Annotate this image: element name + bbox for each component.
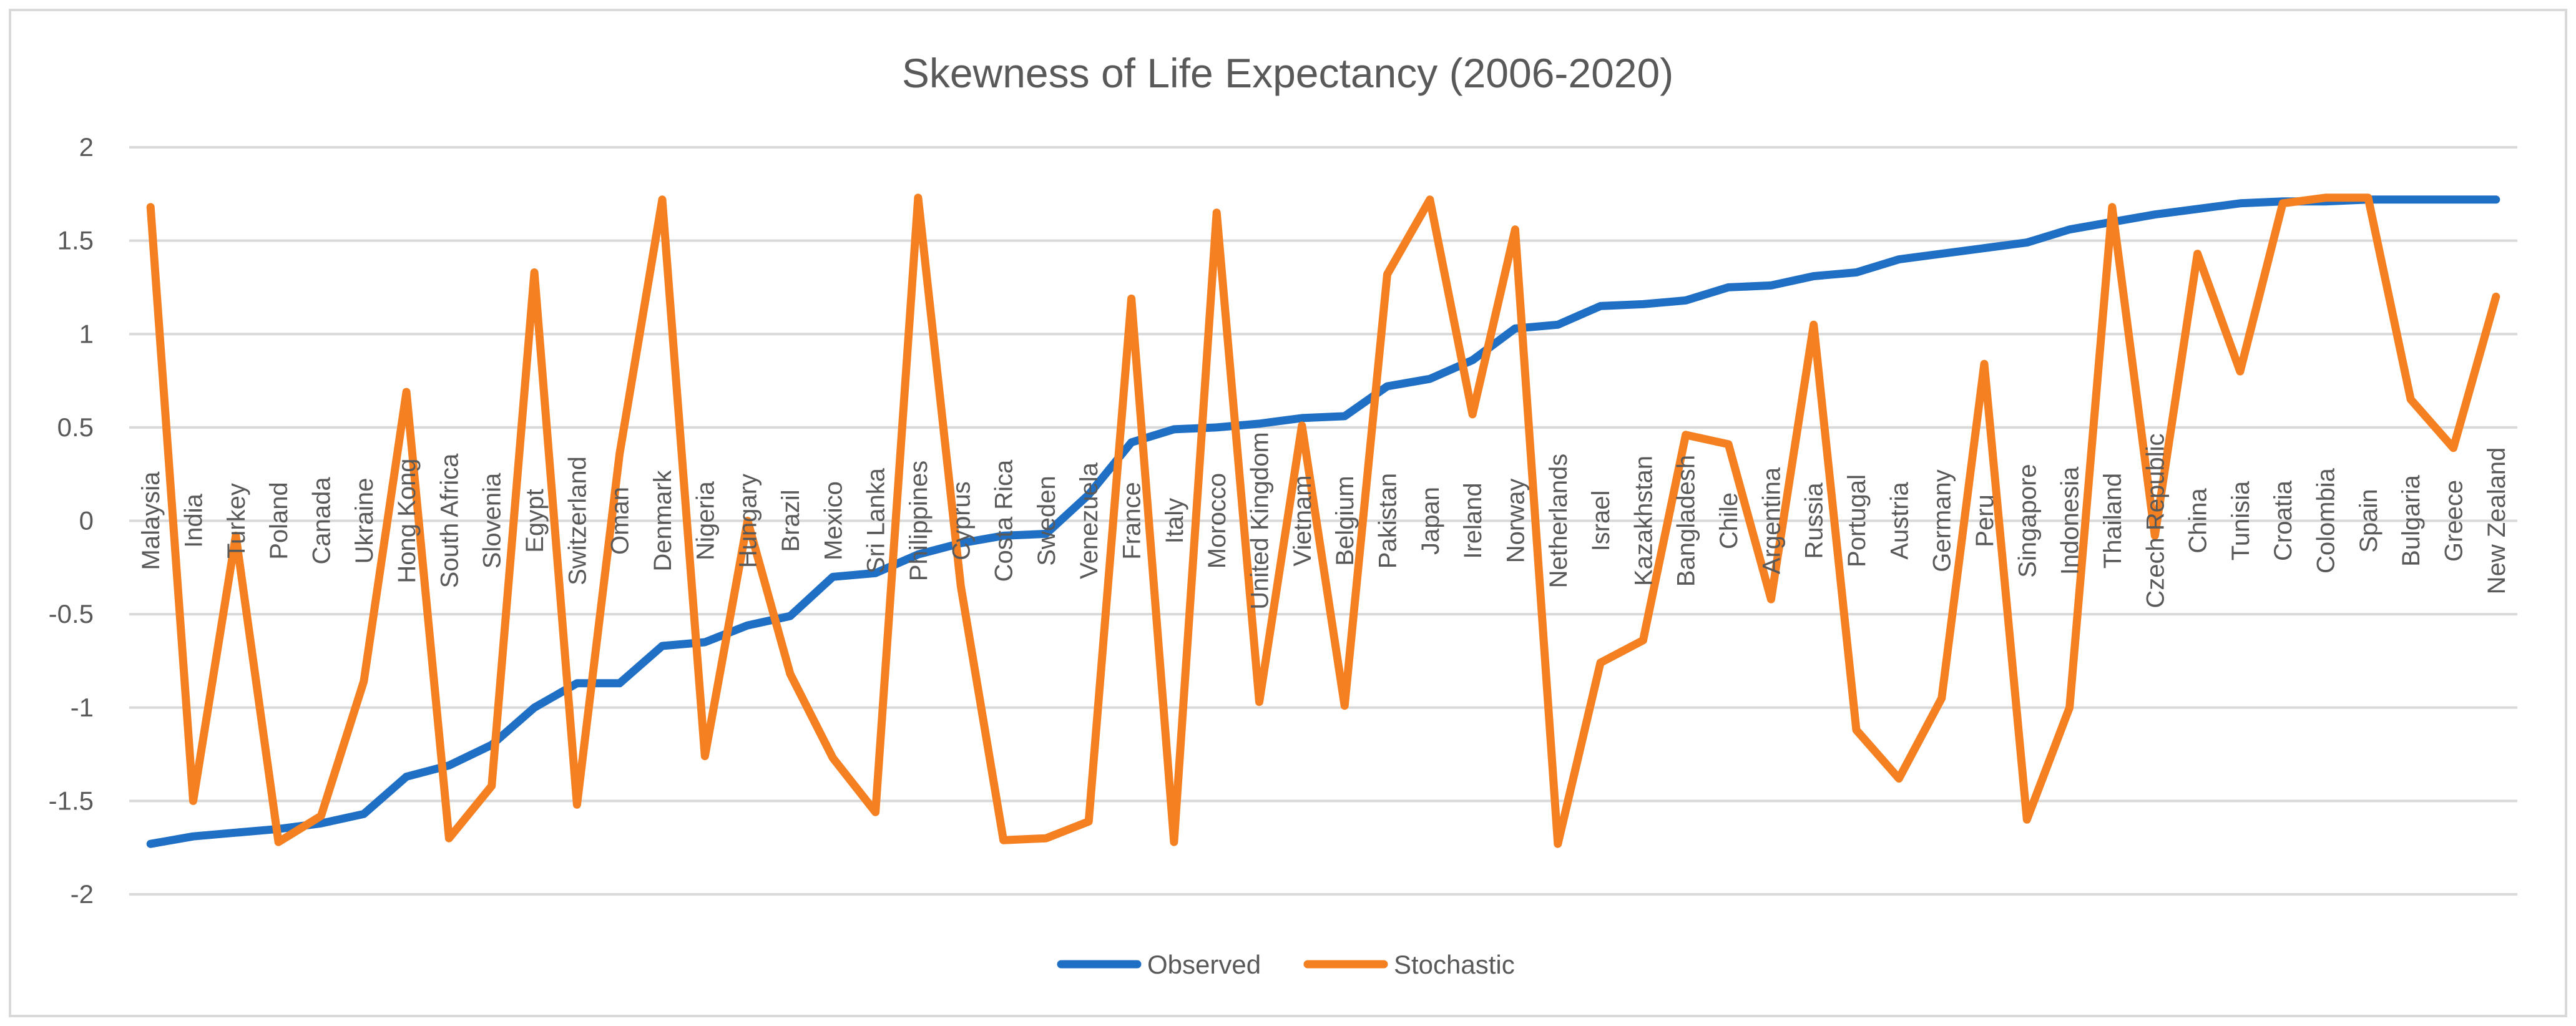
y-tick-label: 2 [79,132,94,162]
x-tick-label: Bangladesh [1673,455,1700,587]
x-tick-label: Croatia [2270,480,2297,561]
y-tick-label: -0.5 [49,599,94,628]
x-tick-label: Costa Rica [991,459,1018,582]
x-tick-label: Netherlands [1545,454,1572,589]
x-tick-label: France [1119,482,1146,560]
legend-label-stochastic: Stochastic [1394,950,1515,979]
x-tick-label: Cyprus [948,481,975,560]
x-tick-label: Norway [1502,479,1529,564]
y-tick-label: -1.5 [49,786,94,815]
y-tick-label: 0 [79,506,94,535]
x-tick-label: Egypt [521,489,549,552]
grid-lines [129,146,2517,896]
x-tick-label: Poland [265,482,293,560]
x-tick-label: Israel [1587,491,1615,552]
x-tick-label: Vietnam [1289,475,1316,566]
series-line-observed [146,195,2500,848]
x-tick-label: Colombia [2313,467,2340,574]
x-tick-label: Venezuela [1075,462,1103,579]
x-tick-label: China [2185,488,2212,554]
x-tick-label: Ireland [1459,482,1487,559]
x-tick-label: Nigeria [692,481,719,560]
x-tick-label: Austria [1886,481,1913,559]
x-tick-label: Peru [1971,494,1999,547]
y-axis-tick-labels: 2 1.5 1 0.5 0 -0.5 -1 -1.5 -2 [49,132,94,909]
y-tick-label: 1.5 [57,226,94,255]
legend: Observed Stochastic [1057,950,1515,979]
x-tick-label: Germany [1929,469,1956,572]
x-tick-label: Greece [2441,480,2468,562]
series-line-stochastic [146,193,2500,848]
y-tick-label: 0.5 [57,413,94,442]
x-tick-label: New Zealand [2483,447,2510,595]
y-tick-label: -1 [71,693,94,722]
x-tick-label: Pakistan [1374,473,1402,569]
x-tick-label: Oman [607,487,634,555]
x-tick-label: Ukraine [351,478,378,564]
x-tick-label: Japan [1417,487,1444,555]
x-tick-label: Singapore [2014,464,2041,577]
x-tick-label: Chile [1715,492,1743,549]
x-tick-label: United Kingdom [1246,432,1274,610]
chart-title: Skewness of Life Expectancy (2006-2020) [902,50,1673,96]
legend-label-observed: Observed [1147,950,1261,979]
x-tick-label: Belgium [1331,476,1359,566]
x-axis-tick-labels: Malaysia India Turkey Poland Canada Ukraine Ho… [137,432,2510,610]
x-tick-label: Portugal [1843,474,1871,567]
x-tick-label: Hong Kong [393,458,421,583]
x-tick-label: Thailand [2099,473,2127,569]
x-tick-label: Kazakhstan [1630,456,1657,586]
x-tick-label: Russia [1801,482,1828,559]
x-tick-label: Bulgaria [2397,474,2425,567]
x-tick-label: Mexico [820,481,847,560]
series-lines [146,193,2500,848]
x-tick-label: Malaysia [137,471,165,570]
x-tick-label: Denmark [649,469,677,571]
x-tick-label: Hungary [735,474,762,568]
x-tick-label: Czech Republic [2142,433,2169,608]
x-tick-label: India [180,493,208,547]
x-tick-label: Spain [2355,489,2383,552]
x-tick-label: Argentina [1758,467,1785,574]
x-tick-label: Switzerland [564,456,591,585]
x-tick-label: Turkey [223,483,250,559]
y-tick-label: 1 [79,319,94,348]
x-tick-label: Canada [308,477,335,565]
x-tick-label: Sri Lanka [863,467,890,574]
y-tick-label: -2 [71,879,94,909]
x-tick-label: South Africa [436,453,463,588]
x-tick-label: Brazil [777,490,805,552]
x-tick-label: Philippines [905,461,933,581]
x-tick-label: Slovenia [479,472,506,569]
x-tick-label: Tunisia [2227,481,2255,560]
x-tick-label: Morocco [1203,473,1231,569]
x-tick-label: Sweden [1033,476,1060,566]
x-tick-label: Indonesia [2057,466,2084,575]
x-tick-label: Italy [1161,498,1188,544]
